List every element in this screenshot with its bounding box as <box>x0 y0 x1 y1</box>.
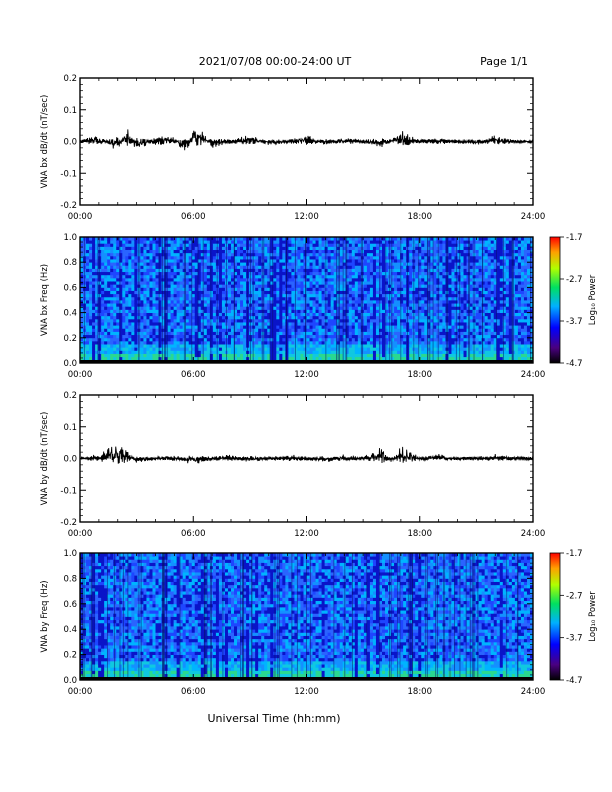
colorbar-tick-label: -2.7 <box>566 591 583 601</box>
colorbar-label: Log₁₀ Power <box>588 591 598 642</box>
data-trace <box>79 129 534 151</box>
x-tick-label: 18:00 <box>408 529 433 539</box>
y-axis-title: VNA by dB/dt (nT/sec) <box>40 412 50 506</box>
y-tick-label: 0.6 <box>63 283 77 293</box>
y-tick-label: 0.0 <box>63 138 77 148</box>
y-tick-label: 0.0 <box>63 359 77 369</box>
colorbar-tick-label: -2.7 <box>566 275 583 285</box>
x-tick-label: 24:00 <box>521 687 546 697</box>
y-tick-label: 1.0 <box>63 233 77 243</box>
y-tick-label: 0.2 <box>63 391 77 401</box>
y-tick-label: 0.1 <box>63 106 77 116</box>
x-tick-label: 12:00 <box>294 212 319 222</box>
y-axis-title: VNA bx dB/dt (nT/sec) <box>40 95 50 189</box>
y-tick-label: 0.2 <box>63 334 77 344</box>
colorbar <box>549 552 561 681</box>
y-tick-label: 0.0 <box>63 455 77 465</box>
y-tick-label: 0.0 <box>63 676 77 686</box>
x-tick-label: 24:00 <box>521 370 546 380</box>
y-tick-label: -0.1 <box>60 486 77 496</box>
panel-4: -1.7 -2.7 -3.7 -4.7 Log₁₀ Power 00:00 06:00 12:… <box>40 549 598 697</box>
x-tick-label: 18:00 <box>408 370 433 380</box>
y-tick-label: -0.2 <box>60 518 77 528</box>
colorbar-tick-label: -1.7 <box>566 233 583 243</box>
y-axis-title: VNA by Freq (Hz) <box>40 580 50 652</box>
x-tick-label: 12:00 <box>294 687 319 697</box>
x-tick-label: 00:00 <box>68 212 93 222</box>
y-tick-label: -0.2 <box>60 201 77 211</box>
spectrogram-image <box>80 237 534 364</box>
x-tick-label: 24:00 <box>521 529 546 539</box>
colorbar-label: Log₁₀ Power <box>588 274 598 325</box>
y-tick-label: 1.0 <box>63 549 77 559</box>
x-tick-label: 12:00 <box>294 529 319 539</box>
colorbar-tick-label: -3.7 <box>566 634 583 644</box>
spectrogram-image <box>80 553 534 681</box>
colorbar-tick-label: -1.7 <box>566 549 583 559</box>
y-tick-label: 0.1 <box>63 423 77 433</box>
y-tick-label: 0.2 <box>63 74 77 84</box>
x-axis-title: Universal Time (hh:mm) <box>208 712 341 725</box>
y-tick-label: 0.8 <box>63 258 77 268</box>
figure-title: 2021/07/08 00:00-24:00 UT <box>199 55 352 68</box>
y-tick-label: 0.4 <box>63 625 77 635</box>
colorbar <box>549 236 561 364</box>
y-tick-label: 0.8 <box>63 574 77 584</box>
page-label: Page 1/1 <box>480 55 528 68</box>
x-tick-label: 06:00 <box>181 212 206 222</box>
y-tick-label: -0.1 <box>60 169 77 179</box>
trace-group <box>79 129 534 151</box>
colorbar-tick-label: -4.7 <box>566 676 583 686</box>
x-tick-label: 18:00 <box>408 687 433 697</box>
colorbar-tick-label: -3.7 <box>566 317 583 327</box>
x-tick-label: 00:00 <box>68 687 93 697</box>
x-tick-label: 06:00 <box>181 370 206 380</box>
y-tick-label: 0.6 <box>63 600 77 610</box>
trace-group <box>79 446 534 464</box>
panel-3: 00:00 06:00 12:00 18:00 24:00 0.2 0.1 0.0 -0.1 -0… <box>40 391 545 539</box>
x-tick-label: 06:00 <box>181 529 206 539</box>
y-axis-title: VNA bx Freq (Hz) <box>40 264 50 336</box>
x-tick-label: 00:00 <box>68 370 93 380</box>
data-trace <box>79 446 534 464</box>
x-tick-label: 00:00 <box>68 529 93 539</box>
y-tick-label: 0.4 <box>63 309 77 319</box>
y-tick-label: 0.2 <box>63 651 77 661</box>
x-tick-label: 06:00 <box>181 687 206 697</box>
colorbar-tick-label: -4.7 <box>566 359 583 369</box>
x-tick-label: 12:00 <box>294 370 319 380</box>
panel-2: -1.7 -2.7 -3.7 -4.7 Log₁₀ Power 00:00 06:00 12:… <box>40 233 598 380</box>
x-tick-label: 18:00 <box>408 212 433 222</box>
panel-1: 00:00 06:00 12:00 18:00 24:00 0.2 0.1 0.0 -0.1 -0… <box>40 74 545 222</box>
x-tick-label: 24:00 <box>521 212 546 222</box>
